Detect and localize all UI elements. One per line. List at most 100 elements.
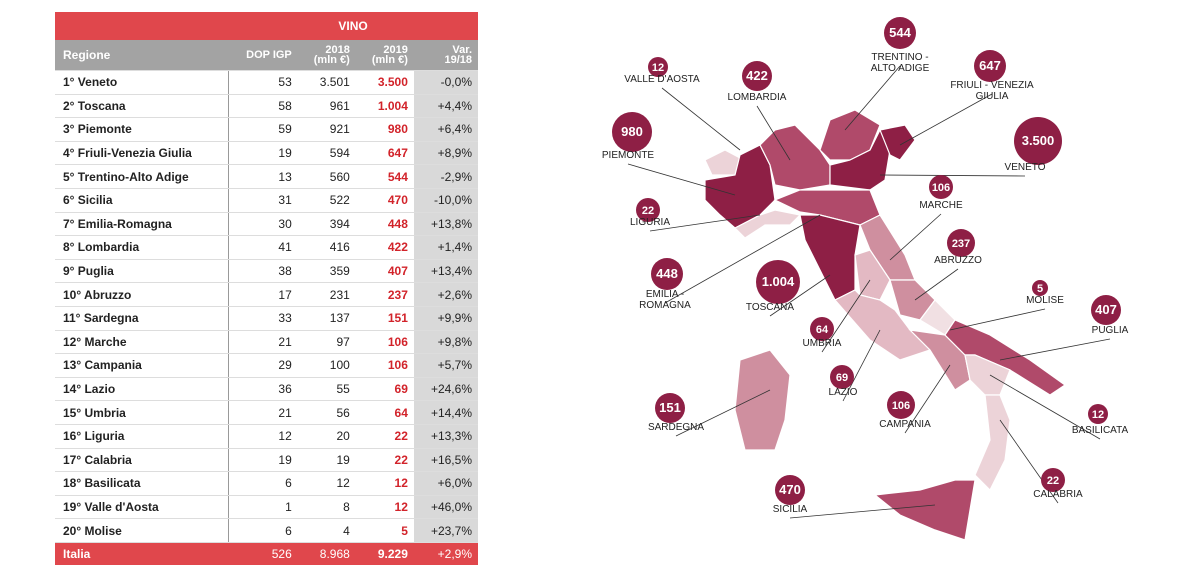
cell: 1 — [228, 495, 298, 520]
total-row: Italia 526 8.968 9.229 +2,9% — [55, 542, 478, 565]
cell: 56 — [297, 400, 356, 425]
cell: 12 — [355, 471, 414, 496]
cell: 961 — [297, 94, 356, 119]
table-row: 13° Campania 29 100 106 +5,7% — [55, 353, 478, 378]
value-label: 448 — [656, 266, 678, 281]
table-row: 1° Veneto 53 3.501 3.500 -0,0% — [55, 70, 478, 95]
cell: 12 — [355, 495, 414, 520]
cell: 407 — [355, 259, 414, 284]
column-header: Var. 19/18 — [413, 40, 478, 71]
cell: -10,0% — [413, 188, 478, 213]
cell: 8 — [297, 495, 356, 520]
cell: 64 — [355, 400, 414, 425]
cell: Italia — [55, 542, 229, 565]
value-label: 22 — [1047, 475, 1059, 487]
leader-line — [999, 419, 1059, 504]
cell: 69 — [355, 377, 414, 402]
value-bubble — [648, 57, 668, 77]
region-name: MOLISE — [1026, 295, 1064, 306]
leader-line — [661, 87, 741, 151]
cell: +1,4% — [413, 235, 478, 260]
value-label: 980 — [621, 124, 643, 139]
table-row: 17° Calabria 19 19 22 +16,5% — [55, 448, 478, 473]
cell: 522 — [297, 188, 356, 213]
cell: 3.501 — [297, 70, 356, 95]
cell: 33 — [228, 306, 298, 331]
cell: 594 — [297, 141, 356, 166]
cell: 53 — [228, 70, 298, 95]
cell: 15° Umbria — [55, 400, 229, 425]
region — [944, 319, 1067, 396]
cell: +46,0% — [413, 495, 478, 520]
cell: 12° Marche — [55, 330, 229, 355]
cell: 6 — [228, 471, 298, 496]
region — [733, 209, 802, 239]
value-label: 106 — [932, 182, 950, 194]
cell: 359 — [297, 259, 356, 284]
value-label: 237 — [952, 238, 970, 250]
leader-line — [949, 308, 1046, 331]
cell: 6° Sicilia — [55, 188, 229, 213]
table-row: 10° Abruzzo 17 231 237 +2,6% — [55, 282, 478, 307]
cell: 106 — [355, 353, 414, 378]
region — [829, 128, 891, 191]
cell: 21 — [228, 330, 298, 355]
cell: 19 — [228, 448, 298, 473]
leader-line — [904, 364, 951, 434]
leader-line — [821, 279, 871, 353]
leader-line — [842, 329, 881, 402]
value-bubble — [887, 391, 915, 419]
value-label: 64 — [816, 324, 829, 336]
value-label: 647 — [979, 58, 1001, 73]
cell: 3° Piemonte — [55, 117, 229, 142]
cell: 448 — [355, 212, 414, 237]
value-label: 3.500 — [1022, 133, 1055, 148]
cell: +9,8% — [413, 330, 478, 355]
value-bubble — [775, 475, 805, 505]
value-label: 106 — [892, 400, 910, 412]
column-header: 2018 (mln €) — [297, 40, 356, 71]
cell: 4 — [297, 518, 356, 543]
leader-line — [627, 163, 736, 196]
cell: 29 — [228, 353, 298, 378]
region-name: SARDEGNA — [648, 422, 704, 433]
cell: 9.229 — [355, 542, 414, 565]
region — [879, 124, 916, 161]
cell: 544 — [355, 164, 414, 189]
leader-line — [789, 504, 936, 519]
cell: 30 — [228, 212, 298, 237]
cell: 3.500 — [355, 70, 414, 95]
region — [704, 149, 741, 176]
value-bubble — [974, 50, 1006, 82]
table-row: 14° Lazio 36 55 69 +24,6% — [55, 377, 478, 402]
region — [799, 214, 861, 301]
cell: 18° Basilicata — [55, 471, 229, 496]
leader-line — [844, 65, 901, 131]
cell: 58 — [228, 94, 298, 119]
cell: 526 — [228, 542, 298, 565]
region — [734, 349, 791, 451]
region-name: MARCHE — [919, 200, 963, 211]
region-name: CAMPANIA — [879, 419, 931, 430]
value-bubble — [929, 175, 953, 199]
column-header: 2019 (mln €) — [355, 40, 414, 71]
cell: 422 — [355, 235, 414, 260]
table-row: 3° Piemonte 59 921 980 +6,4% — [55, 117, 478, 142]
table-row: 20° Molise 6 4 5 +23,7% — [55, 518, 478, 543]
region — [859, 214, 916, 281]
cell: 21 — [228, 400, 298, 425]
region-name: LIGURIA — [630, 217, 670, 228]
value-label: 12 — [652, 62, 664, 74]
cell: 5° Trentino-Alto Adige — [55, 164, 229, 189]
cell: 6 — [228, 518, 298, 543]
cell: +2,9% — [413, 542, 478, 565]
cell: 17 — [228, 282, 298, 307]
cell: +16,5% — [413, 448, 478, 473]
region — [819, 109, 881, 161]
region-name: UMBRIA — [803, 338, 842, 349]
wine-table: VINO Regione DOP IGP 2018 (mln €) 2019 (mln … — [55, 12, 478, 565]
cell: +23,7% — [413, 518, 478, 543]
table-row: 8° Lombardia 41 416 422 +1,4% — [55, 235, 478, 260]
region — [873, 479, 976, 541]
